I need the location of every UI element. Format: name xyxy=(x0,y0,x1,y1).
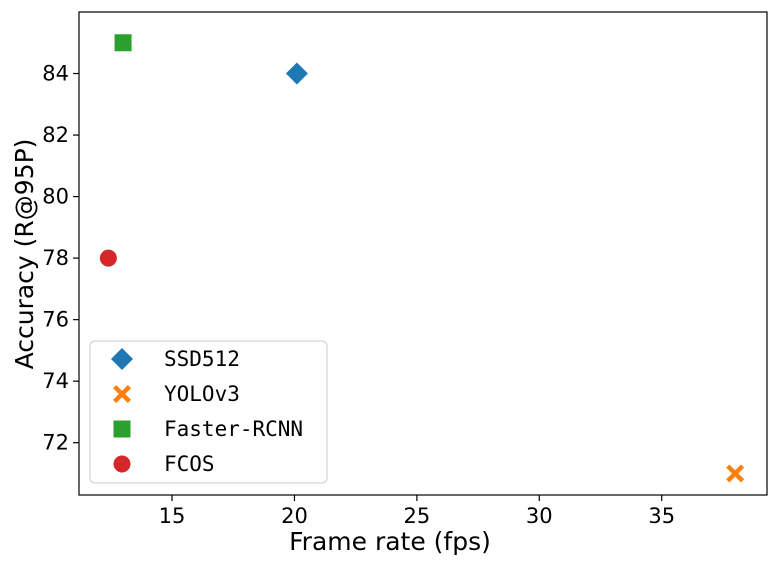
y-tick-label: 74 xyxy=(42,369,69,393)
y-tick-label: 72 xyxy=(42,431,69,455)
data-point-faster-rcnn xyxy=(114,34,132,52)
x-axis-title: Frame rate (fps) xyxy=(289,527,491,556)
x-tick-label: 30 xyxy=(526,504,553,528)
legend-marker-yolov3 xyxy=(113,385,131,403)
x-axis-ticks: 15 20 25 30 35 xyxy=(159,495,675,528)
data-point-ssd512 xyxy=(285,62,308,85)
y-tick-label: 80 xyxy=(42,185,69,209)
y-axis-ticks: 72 74 76 78 80 82 84 xyxy=(42,62,79,455)
data-point-fcos xyxy=(99,249,117,267)
data-point-yolov3 xyxy=(726,464,745,483)
legend: SSD512 YOLOv3 Faster-RCNN FCOS xyxy=(89,340,328,484)
y-tick-label: 78 xyxy=(42,246,69,270)
legend-label-faster-rcnn: Faster-RCNN xyxy=(164,417,303,441)
legend-marker-ssd512 xyxy=(111,348,133,370)
plot-markers xyxy=(99,34,745,483)
x-tick-label: 20 xyxy=(281,504,308,528)
x-tick-label: 35 xyxy=(648,504,675,528)
x-tick-label: 15 xyxy=(159,504,186,528)
y-tick-label: 82 xyxy=(42,123,69,147)
legend-label-yolov3: YOLOv3 xyxy=(164,382,240,406)
axes-frame xyxy=(78,11,768,496)
legend-label-ssd512: SSD512 xyxy=(164,347,240,371)
legend-marker-fcos xyxy=(113,455,131,473)
legend-label-fcos: FCOS xyxy=(164,452,215,476)
y-tick-label: 76 xyxy=(42,308,69,332)
y-tick-label: 84 xyxy=(42,62,69,86)
x-tick-label: 25 xyxy=(404,504,431,528)
legend-box xyxy=(89,340,328,484)
legend-marker-faster-rcnn xyxy=(113,420,131,438)
legend-items: SSD512 YOLOv3 Faster-RCNN FCOS xyxy=(111,347,303,476)
y-axis-title: Accuracy (R@95P) xyxy=(10,139,39,370)
